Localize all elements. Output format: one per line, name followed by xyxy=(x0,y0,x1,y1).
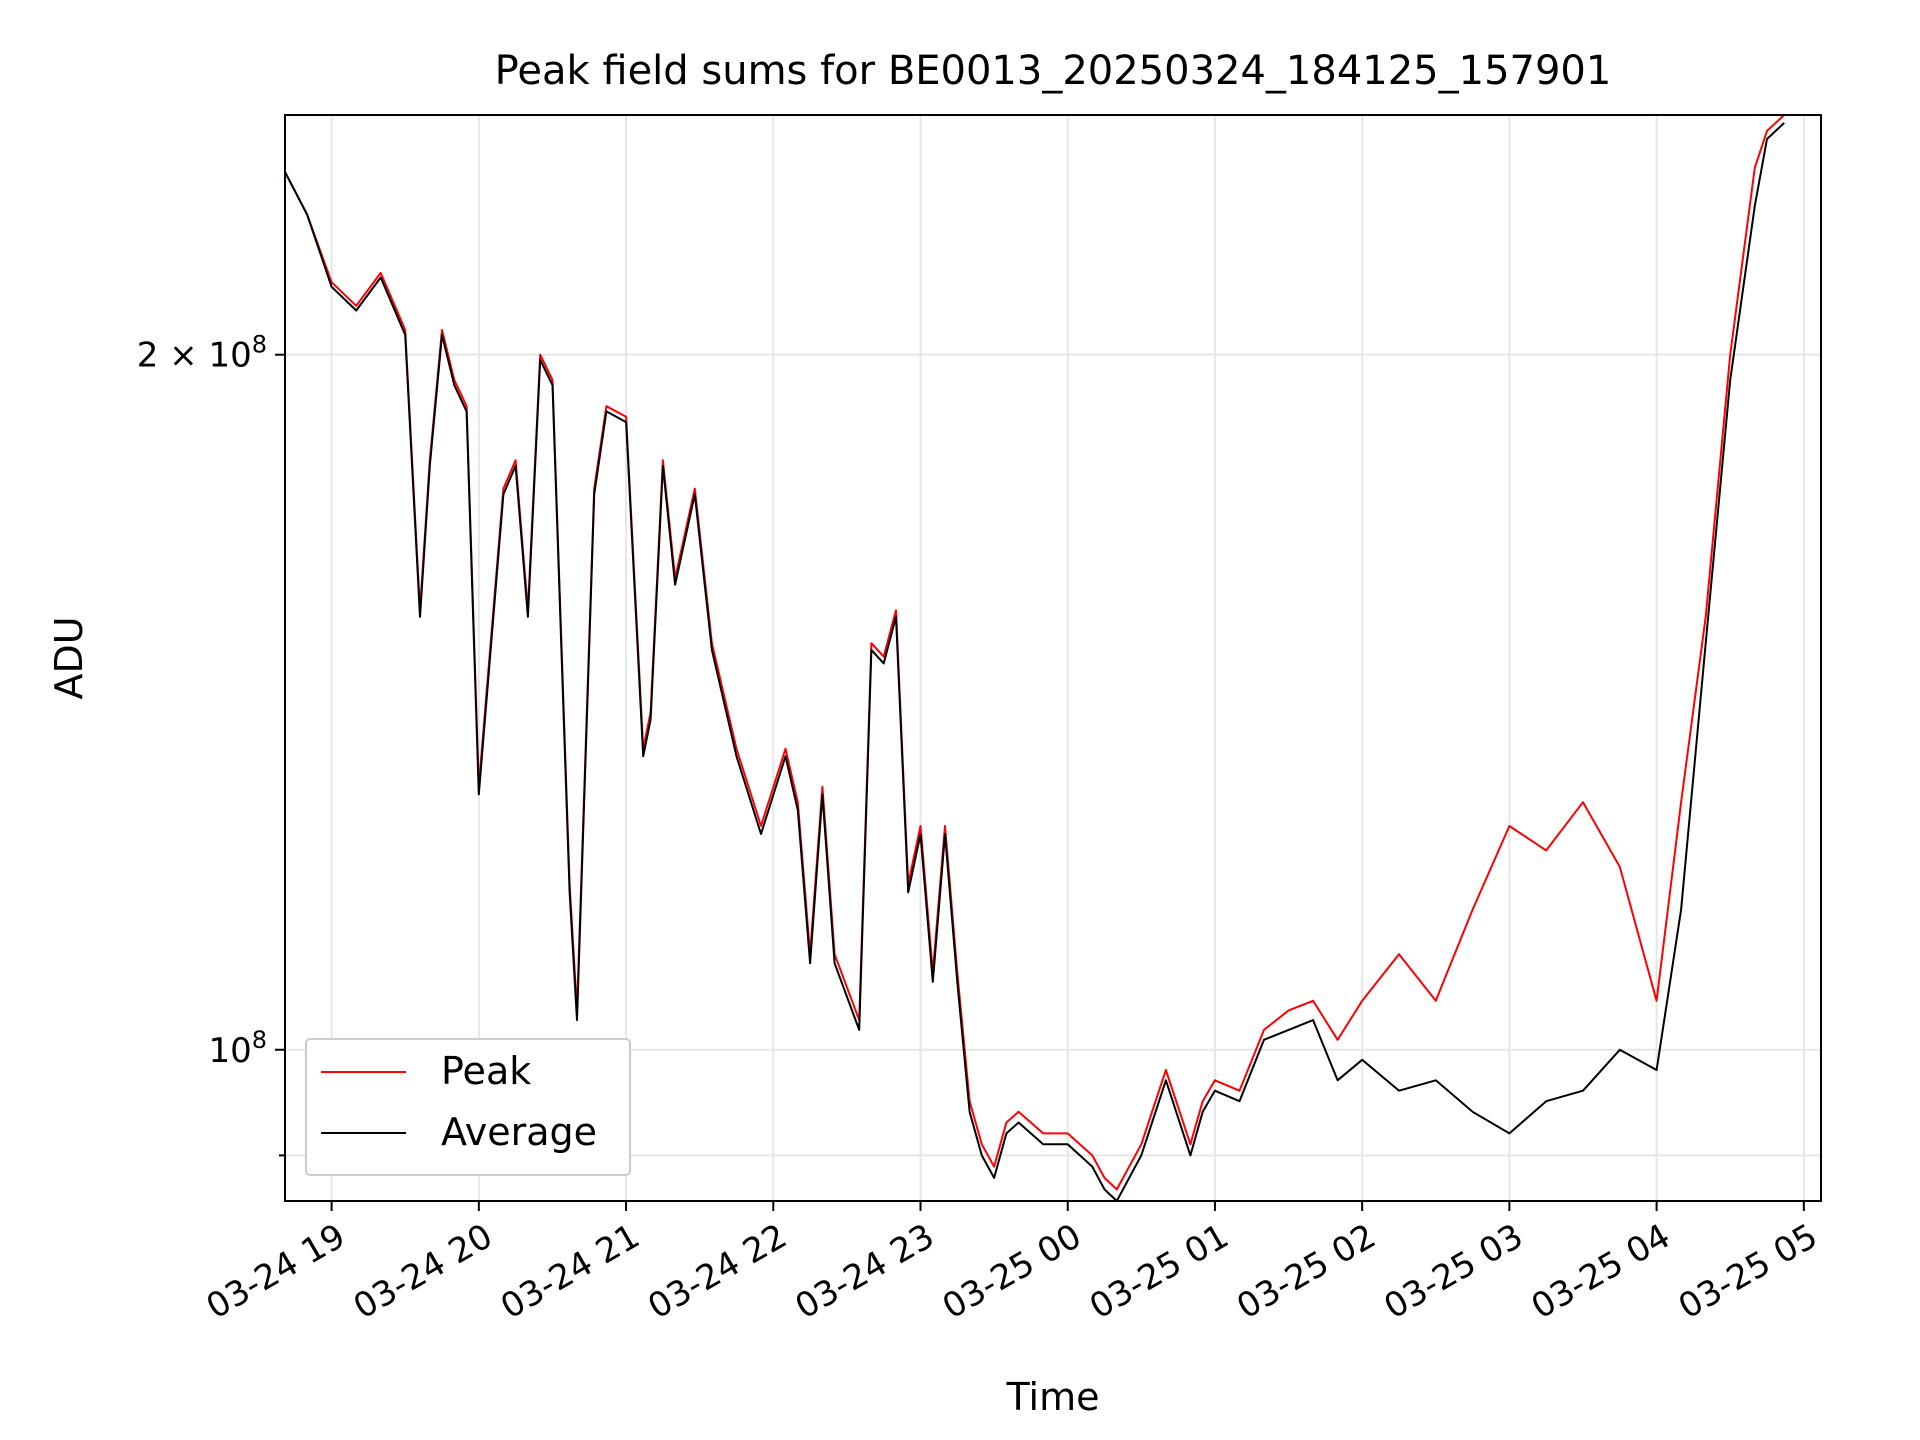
chart-title: Peak field sums for BE0013_20250324_1841… xyxy=(495,48,1612,94)
legend-average-label: Average xyxy=(441,1110,597,1154)
plot-frame xyxy=(284,114,1822,1202)
y-tick-label: 108 xyxy=(208,1026,267,1071)
series-line-average xyxy=(285,122,1785,1201)
legend: Peak Average xyxy=(305,1038,631,1176)
x-axis-label: Time xyxy=(1006,1375,1100,1419)
series-layer xyxy=(285,115,1785,1201)
y-axis: 108 2 × 108 xyxy=(137,331,285,1157)
y-axis-label: ADU xyxy=(47,616,91,699)
legend-peak-label: Peak xyxy=(441,1049,531,1093)
y-tick-label: 2 × 108 xyxy=(137,331,267,376)
